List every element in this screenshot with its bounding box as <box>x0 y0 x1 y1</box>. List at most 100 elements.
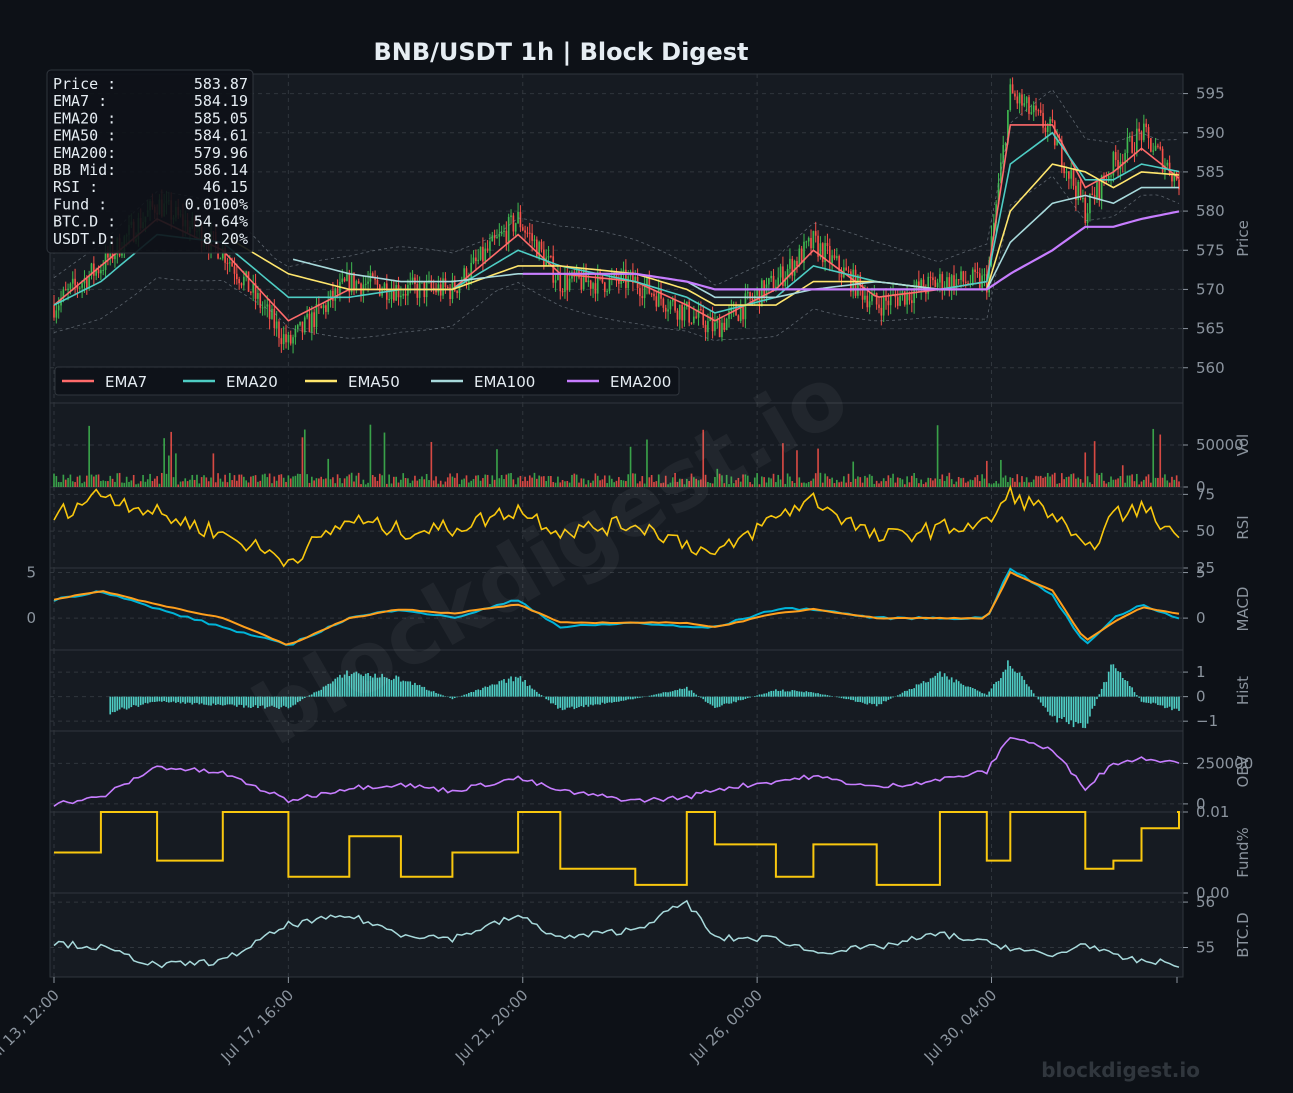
candle-body <box>697 308 700 318</box>
candle-body <box>796 261 798 267</box>
volume-bar <box>212 453 215 487</box>
volume-bar <box>390 483 393 487</box>
candle-body <box>913 290 915 304</box>
hist-bar <box>364 673 367 697</box>
candle-body <box>714 322 716 332</box>
hist-bar <box>971 688 974 697</box>
volume-bar <box>205 477 208 487</box>
candle-body <box>985 274 988 293</box>
hist-bar <box>510 676 512 697</box>
hist-bar <box>948 679 951 697</box>
y-tick-label: 25 <box>1196 559 1215 577</box>
volume-bar <box>226 482 229 487</box>
candle-body <box>500 232 503 234</box>
hist-bar <box>932 677 934 697</box>
hist-bar <box>468 692 470 697</box>
candle-body <box>878 304 880 308</box>
candle-body <box>1089 193 1091 214</box>
hist-bar <box>111 696 114 713</box>
info-value: 54.64% <box>194 213 248 231</box>
volume-bar <box>739 481 742 487</box>
volume-bar <box>357 472 360 487</box>
hist-bar <box>404 681 407 697</box>
volume-bar <box>411 480 414 487</box>
candle-body <box>243 276 245 286</box>
volume-bar <box>296 473 299 487</box>
volume-bar <box>728 484 730 487</box>
volume-bar <box>100 481 102 487</box>
candle-body <box>1046 126 1049 132</box>
volume-bar <box>707 481 709 487</box>
hist-bar <box>198 696 201 705</box>
candle-body <box>1084 197 1087 223</box>
hist-bar <box>184 696 187 704</box>
volume-bar <box>526 480 529 487</box>
volume-bar <box>381 475 383 487</box>
hist-bar <box>1121 677 1124 697</box>
candle-body <box>400 295 402 298</box>
volume-bar <box>812 478 815 487</box>
volume-bar <box>1035 475 1037 487</box>
candle-body <box>627 276 630 289</box>
volume-bar <box>301 437 304 487</box>
hist-bar <box>186 696 189 703</box>
volume-bar <box>667 484 669 487</box>
volume-bar <box>238 474 240 487</box>
hist-bar <box>313 692 315 697</box>
candle-body <box>1065 171 1068 174</box>
hist-bar <box>817 693 819 697</box>
volume-bar <box>318 478 320 487</box>
volume-bar <box>1028 482 1030 487</box>
volume-bar <box>53 473 55 487</box>
hist-bar <box>109 696 112 715</box>
volume-bar <box>210 477 212 487</box>
panel-macd: 0 5 MACD <box>49 564 1252 651</box>
volume-bar <box>997 483 1000 487</box>
hist-bar <box>116 696 119 711</box>
volume-bar <box>505 474 508 487</box>
footer-brand: blockdigest.io <box>1041 1058 1200 1082</box>
hist-bar <box>240 696 243 705</box>
volume-bar <box>128 481 130 487</box>
candle-body <box>857 275 859 296</box>
candle-body <box>296 325 299 329</box>
hist-bar <box>632 696 634 700</box>
volume-bar <box>421 476 423 487</box>
hist-bar <box>1014 671 1016 697</box>
volume-bar <box>1060 473 1063 487</box>
volume-bar <box>700 479 702 487</box>
volume-bar <box>139 481 142 487</box>
candle-body <box>465 268 468 284</box>
volume-bar <box>1053 472 1056 487</box>
hist-bar <box>810 692 812 697</box>
candle-body <box>880 307 883 316</box>
hist-bar <box>1060 696 1063 719</box>
volume-bar <box>289 478 292 487</box>
candle-body <box>355 281 358 290</box>
candle-body <box>1011 84 1014 94</box>
hist-bar <box>967 686 969 697</box>
candle-body <box>482 246 484 262</box>
volume-bar <box>550 475 552 487</box>
hist-bar <box>915 684 918 697</box>
hist-bar <box>730 696 733 704</box>
volume-bar <box>163 438 165 487</box>
y-axis-label: Hist <box>1234 676 1252 705</box>
candle-body <box>219 258 222 260</box>
candle-body <box>1121 161 1124 164</box>
candle-body <box>235 273 238 280</box>
hist-bar <box>995 681 998 697</box>
volume-bar <box>1161 477 1164 487</box>
candle-body <box>1171 175 1173 182</box>
hist-bar <box>292 696 294 706</box>
volume-bar <box>235 480 238 487</box>
hist-bar <box>168 696 170 703</box>
hist-bar <box>456 696 458 698</box>
volume-bar <box>1131 474 1133 487</box>
hist-bar <box>191 696 194 705</box>
candle-body <box>1023 103 1026 106</box>
volume-bar <box>805 483 808 487</box>
hist-bar <box>350 674 353 697</box>
volume-bar <box>552 482 555 487</box>
candle-body <box>739 306 742 321</box>
